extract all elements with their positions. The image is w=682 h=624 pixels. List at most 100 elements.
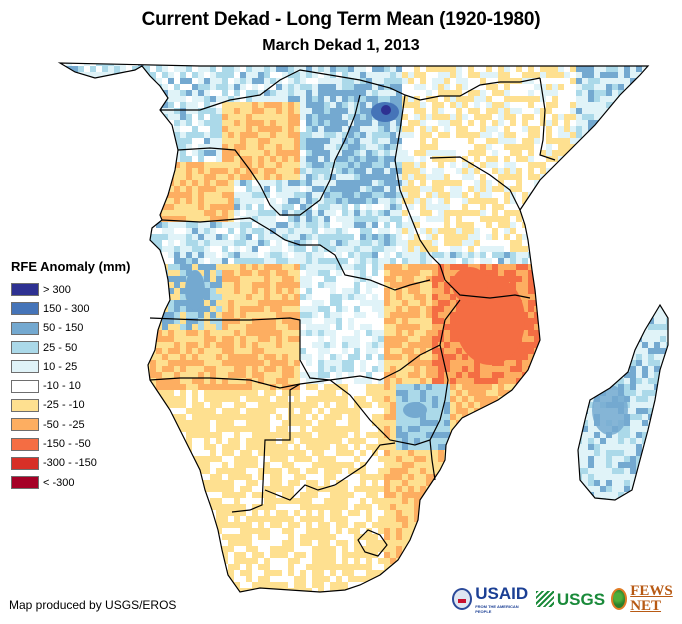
anomaly-cell [198,318,204,324]
anomaly-cell [576,144,582,150]
anomaly-cell [114,162,120,168]
anomaly-cell [570,198,576,204]
anomaly-cell [318,234,324,240]
anomaly-cell [114,174,120,180]
anomaly-cell [126,78,132,84]
anomaly-cell [336,132,342,138]
anomaly-cell [522,72,528,78]
anomaly-cell [396,120,402,126]
anomaly-cell [306,168,312,174]
anomaly-cell [594,276,600,282]
anomaly-cell [456,132,462,138]
anomaly-cell [666,96,668,102]
anomaly-cell [294,324,300,330]
anomaly-cell [288,126,294,132]
anomaly-cell [642,246,648,252]
anomaly-cell [630,246,636,252]
anomaly-cell [330,330,336,336]
anomaly-cell [96,228,102,234]
anomaly-cell [426,186,432,192]
anomaly-cell [294,300,300,306]
anomaly-cell [648,186,654,192]
anomaly-cell [186,120,192,126]
anomaly-cell [390,138,396,144]
anomaly-cell [204,378,210,384]
anomaly-cell [282,156,288,162]
anomaly-cell [120,90,126,96]
anomaly-cell [546,252,552,258]
anomaly-cell [192,318,198,324]
anomaly-cell [186,264,192,270]
anomaly-cell [606,240,612,246]
anomaly-cell [432,204,438,210]
anomaly-cell [210,63,216,66]
anomaly-cell [276,246,282,252]
anomaly-cell [450,366,456,372]
anomaly-cell [396,384,402,390]
anomaly-cell [642,300,648,306]
anomaly-cell [276,96,282,102]
anomaly-cell [240,378,246,384]
anomaly-cell [642,228,648,234]
anomaly-cell [576,108,582,114]
anomaly-cell [66,210,72,216]
anomaly-cell [678,150,682,156]
anomaly-cell [72,132,78,138]
anomaly-cell [144,66,150,72]
anomaly-cell [480,204,486,210]
anomaly-cell [660,66,666,72]
anomaly-cell [294,186,300,192]
anomaly-cell [582,270,588,276]
anomaly-cell [222,156,228,162]
anomaly-cell [318,120,324,126]
anomaly-cell [252,300,258,306]
anomaly-cell [330,108,336,114]
anomaly-cell [312,72,318,78]
anomaly-cell [630,186,636,192]
anomaly-cell [426,204,432,210]
anomaly-cell [144,336,150,342]
anomaly-cell [144,276,150,282]
anomaly-cell [288,108,294,114]
anomaly-cell [570,354,576,360]
anomaly-cell [582,324,588,330]
anomaly-cell [270,276,276,282]
anomaly-cell [264,300,270,306]
anomaly-cell [366,384,372,390]
anomaly-cell [438,90,444,96]
anomaly-cell [336,228,342,234]
anomaly-cell [384,210,390,216]
anomaly-cell [312,156,318,162]
anomaly-cell [654,264,660,270]
anomaly-cell [234,90,240,96]
anomaly-cell [582,192,588,198]
anomaly-cell [396,114,402,120]
anomaly-cell [396,96,402,102]
anomaly-cell [264,138,270,144]
anomaly-cell [198,330,204,336]
anomaly-cell [618,180,624,186]
anomaly-cell [624,330,630,336]
anomaly-cell [276,252,282,258]
anomaly-cell [600,72,606,78]
anomaly-cell [606,330,612,336]
anomaly-cell [498,186,504,192]
anomaly-cell [468,234,474,240]
anomaly-cell [294,306,300,312]
anomaly-cell [546,294,552,300]
anomaly-cell [648,198,654,204]
anomaly-cell [210,366,216,372]
anomaly-cell [276,288,282,294]
anomaly-cell [126,180,132,186]
anomaly-cell [666,114,668,120]
anomaly-cell [612,216,618,222]
anomaly-cell [324,312,330,318]
anomaly-cell [420,204,426,210]
anomaly-cell [414,342,420,348]
anomaly-cell [510,108,516,114]
anomaly-cell [648,126,654,132]
anomaly-cell [672,192,678,198]
anomaly-cell [600,168,606,174]
anomaly-cell [168,372,174,378]
anomaly-cell [150,372,156,378]
